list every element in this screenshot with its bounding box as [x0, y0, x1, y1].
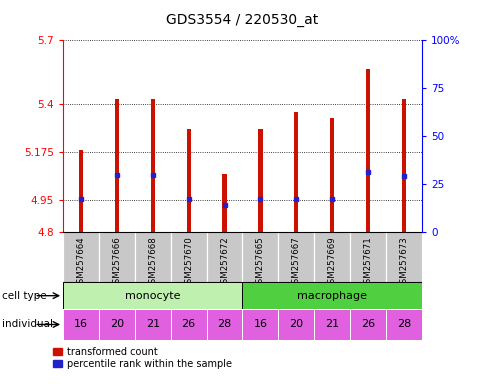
Text: 16: 16	[74, 319, 88, 329]
Text: monocyte: monocyte	[125, 291, 180, 301]
Text: 21: 21	[324, 319, 339, 329]
Bar	[151, 99, 154, 232]
Text: 26: 26	[181, 319, 196, 329]
Bar	[314, 309, 349, 340]
Text: GSM257665: GSM257665	[256, 236, 264, 289]
Text: 20: 20	[109, 319, 124, 329]
Text: GSM257669: GSM257669	[327, 236, 336, 289]
Bar	[385, 309, 421, 340]
Bar	[242, 232, 278, 282]
Bar	[135, 309, 170, 340]
Bar	[242, 309, 278, 340]
Bar	[349, 232, 385, 282]
Text: GSM257664: GSM257664	[76, 236, 85, 289]
Bar	[135, 232, 170, 282]
Text: GSM257666: GSM257666	[112, 236, 121, 289]
Text: 20: 20	[288, 319, 303, 329]
Bar	[63, 282, 242, 309]
Text: cell type: cell type	[2, 291, 47, 301]
Text: GSM257671: GSM257671	[363, 236, 372, 289]
Bar	[99, 232, 135, 282]
Bar	[365, 69, 369, 232]
Text: GSM257667: GSM257667	[291, 236, 300, 289]
Bar	[278, 309, 314, 340]
Text: GSM257670: GSM257670	[184, 236, 193, 289]
Bar	[186, 129, 190, 232]
Bar	[314, 232, 349, 282]
Bar	[170, 232, 206, 282]
Bar	[330, 118, 333, 232]
Bar	[294, 112, 298, 232]
Text: 16: 16	[253, 319, 267, 329]
Bar	[79, 150, 83, 232]
Bar	[63, 309, 99, 340]
Text: GDS3554 / 220530_at: GDS3554 / 220530_at	[166, 13, 318, 27]
Text: 26: 26	[360, 319, 375, 329]
Bar	[206, 232, 242, 282]
Text: individual: individual	[2, 319, 53, 329]
Legend: transformed count, percentile rank within the sample: transformed count, percentile rank withi…	[53, 347, 231, 369]
Text: 28: 28	[217, 319, 231, 329]
Bar	[349, 309, 385, 340]
Text: GSM257672: GSM257672	[220, 236, 228, 289]
Bar	[170, 309, 206, 340]
Bar	[385, 232, 421, 282]
Text: GSM257673: GSM257673	[399, 236, 408, 289]
Bar	[278, 232, 314, 282]
Text: 28: 28	[396, 319, 410, 329]
Bar	[258, 129, 262, 232]
Bar	[115, 99, 119, 232]
Bar	[99, 309, 135, 340]
Bar	[206, 309, 242, 340]
Text: GSM257668: GSM257668	[148, 236, 157, 289]
Text: macrophage: macrophage	[297, 291, 366, 301]
Bar	[222, 174, 226, 232]
Text: 21: 21	[145, 319, 160, 329]
Bar	[63, 232, 99, 282]
Bar	[401, 99, 405, 232]
Bar	[242, 282, 421, 309]
